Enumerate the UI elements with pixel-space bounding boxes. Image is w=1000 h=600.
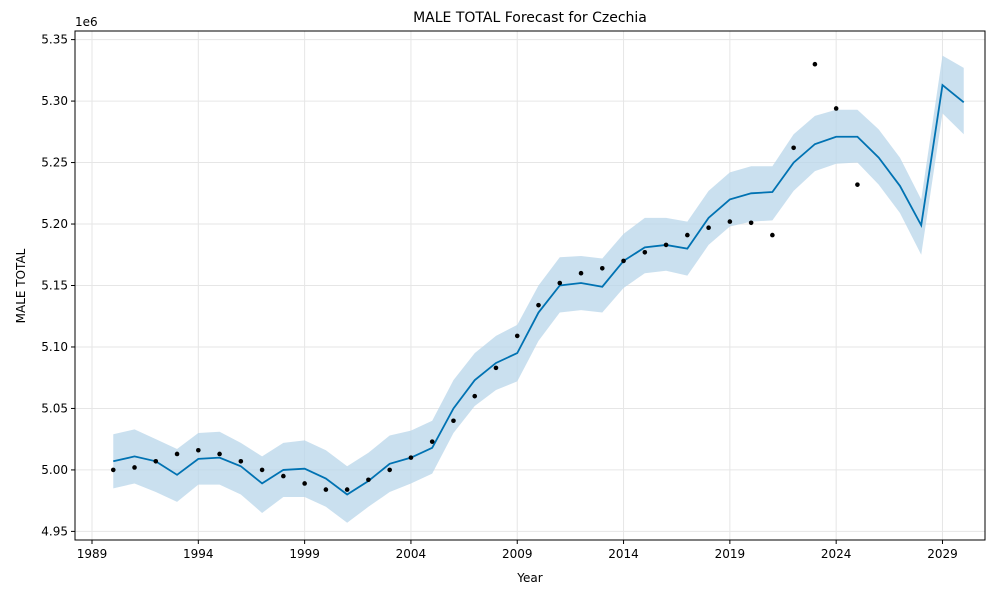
actual-point bbox=[174, 451, 180, 457]
chart-title: MALE TOTAL Forecast for Czechia bbox=[413, 10, 647, 26]
y-tick-label: 5.00 bbox=[41, 463, 68, 477]
y-tick-label: 5.15 bbox=[41, 279, 68, 293]
actual-point bbox=[599, 265, 605, 271]
x-tick-label: 1989 bbox=[77, 547, 108, 561]
forecast-line-layer bbox=[113, 83, 965, 496]
actual-point bbox=[387, 467, 392, 473]
actual-point bbox=[833, 106, 839, 111]
x-tick-label: 2014 bbox=[608, 547, 639, 561]
actual-point bbox=[366, 477, 371, 483]
actual-point bbox=[557, 280, 563, 286]
actual-point bbox=[281, 473, 286, 479]
actual-point bbox=[429, 439, 435, 444]
actual-point bbox=[238, 459, 244, 464]
actual-point bbox=[727, 219, 733, 224]
actual-point bbox=[472, 393, 478, 399]
actual-point bbox=[663, 242, 669, 248]
x-tick-label: 2004 bbox=[396, 547, 427, 561]
actual-point bbox=[578, 270, 584, 276]
x-axis-label: Year bbox=[516, 571, 542, 585]
actual-point bbox=[621, 258, 626, 264]
actual-point bbox=[536, 302, 541, 308]
actual-points-layer bbox=[110, 61, 860, 492]
actual-point bbox=[153, 459, 159, 464]
y-axis-label: MALE TOTAL bbox=[14, 248, 28, 323]
x-tick-label: 1999 bbox=[289, 547, 320, 561]
actual-point bbox=[791, 145, 796, 151]
y-tick-label: 5.25 bbox=[41, 156, 68, 170]
y-axis-ticks: 4.95 5.00 5.05 5.10 5.15 5.20 5.25 5.30 5.35 bbox=[41, 33, 75, 538]
y-tick-label: 5.05 bbox=[41, 401, 68, 415]
actual-point bbox=[408, 455, 414, 460]
y-tick-label: 5.35 bbox=[41, 33, 68, 47]
y-tick-label: 5.30 bbox=[41, 94, 68, 108]
x-tick-label: 2029 bbox=[927, 547, 958, 561]
x-tick-label: 2019 bbox=[715, 547, 746, 561]
actual-point bbox=[685, 232, 690, 238]
y-tick-label: 5.10 bbox=[41, 340, 68, 354]
y-tick-label: 4.95 bbox=[41, 524, 68, 538]
actual-point bbox=[748, 220, 754, 226]
actual-point bbox=[323, 487, 329, 492]
y-tick-label: 5.20 bbox=[41, 217, 68, 231]
actual-point bbox=[132, 465, 137, 470]
actual-point bbox=[706, 225, 711, 231]
actual-point bbox=[196, 447, 201, 453]
x-tick-label: 2009 bbox=[502, 547, 533, 561]
actual-point bbox=[217, 451, 222, 457]
actual-point bbox=[344, 487, 350, 492]
actual-point bbox=[514, 333, 520, 339]
x-axis-ticks: 1989 1994 1999 2004 2009 2014 2019 2024 2029 bbox=[77, 540, 958, 561]
confidence-band bbox=[113, 55, 964, 523]
actual-point bbox=[451, 418, 456, 424]
actual-point bbox=[302, 481, 307, 486]
actual-point bbox=[110, 467, 116, 473]
x-tick-label: 2024 bbox=[821, 547, 852, 561]
forecast-line bbox=[113, 83, 965, 496]
x-tick-label: 1994 bbox=[183, 547, 214, 561]
confidence-band-layer bbox=[113, 55, 964, 523]
actual-point bbox=[855, 182, 860, 187]
actual-point bbox=[770, 232, 775, 238]
actual-point bbox=[812, 61, 818, 67]
actual-point bbox=[259, 467, 265, 473]
actual-point bbox=[642, 250, 648, 255]
actual-point bbox=[493, 365, 499, 371]
y-axis-offset-label: 1e6 bbox=[75, 15, 98, 29]
